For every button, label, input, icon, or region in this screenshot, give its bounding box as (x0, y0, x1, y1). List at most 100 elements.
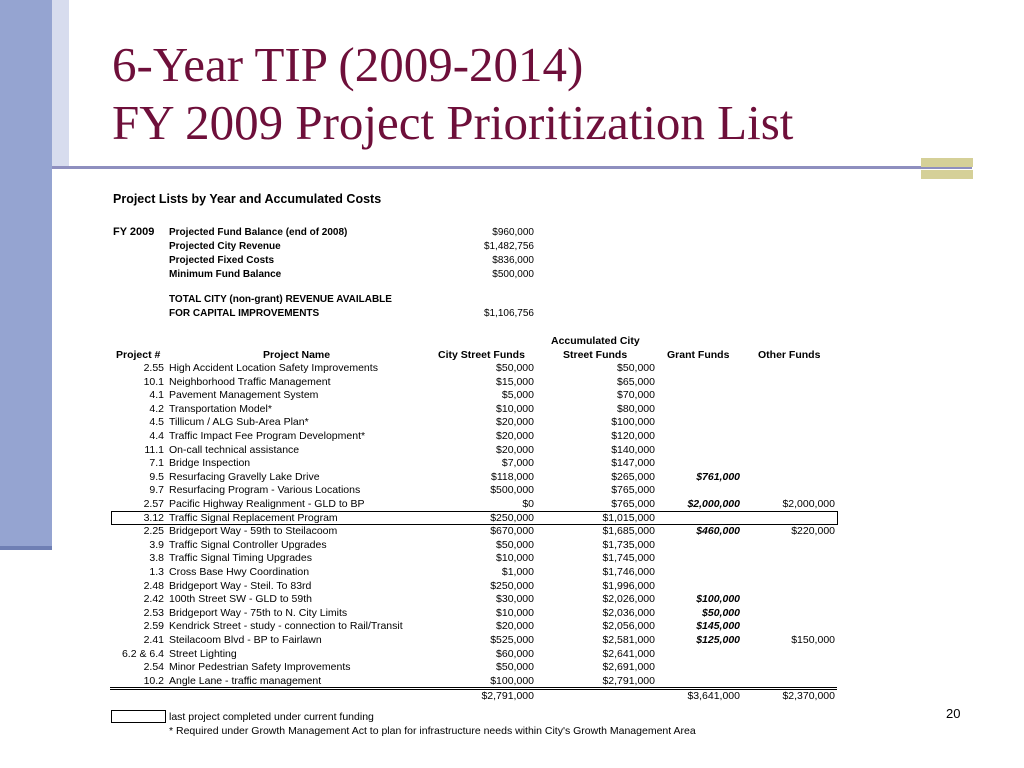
cell-project-num: 2.55 (143, 362, 164, 374)
cell-city-funds: $118,000 (490, 470, 534, 483)
cell-accum-funds: $140,000 (611, 443, 655, 456)
footnote: * Required under Growth Management Act t… (169, 725, 696, 737)
cell-project-num: 4.4 (149, 430, 164, 442)
cell-project-name: Bridge Inspection (169, 457, 251, 470)
cell-project-name: Resurfacing Gravelly Lake Drive (169, 470, 320, 483)
column-header-project-num: Project # (116, 349, 161, 361)
balance-value: $836,000 (492, 255, 534, 266)
table-row: 4.2 Transportation Model* $10,000 $80,00… (110, 403, 838, 417)
cell-city-funds: $10,000 (496, 552, 534, 565)
cell-grant-funds: $460,000 (696, 525, 740, 538)
cell-project-name: Cross Base Hwy Coordination (169, 566, 310, 578)
cell-accum-funds: $2,691,000 (602, 661, 655, 674)
cell-project-name: Transportation Model* (169, 402, 272, 415)
cell-project-num: 1.3 (149, 566, 164, 578)
table-row: 2.55 High Accident Location Safety Impro… (110, 362, 838, 376)
left-accent-bar-lower (0, 168, 52, 546)
cell-project-name: Traffic Impact Fee Program Development* (169, 430, 366, 442)
cell-accum-funds: $265,000 (611, 470, 655, 483)
cell-accum-funds: $2,026,000 (602, 593, 655, 606)
cell-project-num: 2.59 (143, 620, 164, 633)
cell-accum-funds: $147,000 (611, 457, 655, 470)
column-header-accum-line1: Accumulated City (551, 335, 640, 347)
cell-accum-funds: $765,000 (611, 484, 655, 497)
cell-accum-funds: $100,000 (611, 416, 655, 429)
cell-project-num: 7.1 (149, 457, 164, 470)
column-header-grant-funds: Grant Funds (667, 349, 730, 361)
table-row: 6.2 & 6.4 Street Lighting $60,000 $2,641… (110, 648, 838, 662)
cell-city-funds: $20,000 (496, 416, 534, 429)
cell-project-num: 2.57 (143, 498, 164, 510)
cell-project-num: 4.5 (149, 416, 164, 429)
cell-accum-funds: $70,000 (617, 389, 655, 402)
cell-accum-funds: $2,036,000 (602, 606, 655, 619)
cell-project-name: Traffic Signal Controller Upgrades (169, 538, 327, 551)
cell-accum-funds: $1,996,000 (602, 579, 655, 592)
totals-row: $2,791,000 $3,641,000 $2,370,000 (110, 690, 838, 704)
table-row: 4.4 Traffic Impact Fee Program Developme… (110, 430, 838, 444)
cell-city-funds: $20,000 (496, 620, 534, 633)
table-row: 1.3 Cross Base Hwy Coordination $1,000 $… (110, 566, 838, 580)
cell-city-funds: $50,000 (496, 538, 534, 551)
total-grant-funds: $3,641,000 (687, 690, 740, 702)
cell-project-num: 9.7 (149, 484, 164, 497)
table-row: 10.2 Angle Lane - traffic management $10… (110, 675, 838, 689)
total-city-funds: $2,791,000 (481, 690, 534, 702)
slide-title: 6-Year TIP (2009-2014) FY 2009 Project P… (112, 36, 793, 152)
cell-accum-funds: $1,745,000 (602, 552, 655, 565)
cell-grant-funds: $761,000 (696, 470, 740, 483)
table-row: 7.1 Bridge Inspection $7,000 $147,000 (110, 457, 838, 471)
cell-other-funds: $220,000 (791, 525, 835, 538)
total-city-label-line2: FOR CAPITAL IMPROVEMENTS (169, 308, 320, 319)
total-city-label-line1: TOTAL CITY (non-grant) REVENUE AVAILABLE (169, 294, 392, 305)
cell-city-funds: $500,000 (490, 484, 534, 497)
cell-city-funds: $50,000 (496, 661, 534, 674)
cell-project-name: Traffic Signal Timing Upgrades (169, 552, 312, 565)
table-row: 2.41 Steilacoom Blvd - BP to Fairlawn $5… (110, 634, 838, 648)
table-row: 2.54 Minor Pedestrian Safety Improvement… (110, 661, 838, 675)
cell-project-name: Angle Lane - traffic management (169, 674, 322, 687)
table-row: 11.1 On-call technical assistance $20,00… (110, 444, 838, 458)
cell-project-num: 4.2 (149, 402, 164, 415)
table-row: 2.42 100th Street SW - GLD to 59th $30,0… (110, 593, 838, 607)
cell-project-name: Minor Pedestrian Safety Improvements (169, 661, 351, 674)
cell-project-num: 3.9 (149, 538, 164, 551)
cell-city-funds: $30,000 (496, 593, 534, 606)
cell-project-num: 2.54 (143, 661, 164, 674)
title-divider (52, 166, 972, 169)
accent-block-top (921, 158, 973, 167)
cell-project-num: 6.2 & 6.4 (121, 647, 164, 660)
current-funding-cutoff-box (111, 511, 838, 525)
cell-grant-funds: $100,000 (696, 593, 740, 606)
cell-accum-funds: $1,735,000 (602, 538, 655, 551)
left-accent-bar-end (0, 546, 52, 550)
cell-other-funds: $2,000,000 (782, 498, 835, 510)
column-header-project-name: Project Name (263, 349, 331, 361)
totals-divider-double (110, 689, 837, 690)
totals-divider (110, 687, 837, 688)
cell-project-name: Neighborhood Traffic Management (169, 375, 331, 388)
legend-swatch-box (111, 710, 166, 723)
cell-project-num: 10.2 (143, 674, 164, 687)
cell-project-num: 2.25 (143, 525, 164, 538)
cell-accum-funds: $1,746,000 (602, 566, 655, 578)
total-other-funds: $2,370,000 (782, 690, 835, 702)
cell-project-name: Bridgeport Way - 59th to Steilacoom (169, 525, 338, 538)
cell-project-name: Street Lighting (169, 647, 237, 660)
table-row: 2.53 Bridgeport Way - 75th to N. City Li… (110, 607, 838, 621)
cell-city-funds: $20,000 (496, 443, 534, 456)
cell-project-name: Bridgeport Way - Steil. To 83rd (169, 579, 312, 592)
cell-project-num: 4.1 (149, 389, 164, 402)
column-header-city-funds: City Street Funds (438, 349, 525, 361)
table-row: 2.57 Pacific Highway Realignment - GLD t… (110, 498, 838, 512)
table-row: 4.1 Pavement Management System $5,000 $7… (110, 389, 838, 403)
cell-city-funds: $525,000 (490, 634, 534, 646)
section-heading: Project Lists by Year and Accumulated Co… (113, 192, 382, 206)
cell-project-name: On-call technical assistance (169, 443, 300, 456)
total-city-value: $1,106,756 (483, 308, 534, 319)
cell-city-funds: $10,000 (496, 402, 534, 415)
table-row: 10.1 Neighborhood Traffic Management $15… (110, 376, 838, 390)
table-row: 4.5 Tillicum / ALG Sub-Area Plan* $20,00… (110, 416, 838, 430)
slide-title-line1: 6-Year TIP (2009-2014) (112, 37, 584, 92)
